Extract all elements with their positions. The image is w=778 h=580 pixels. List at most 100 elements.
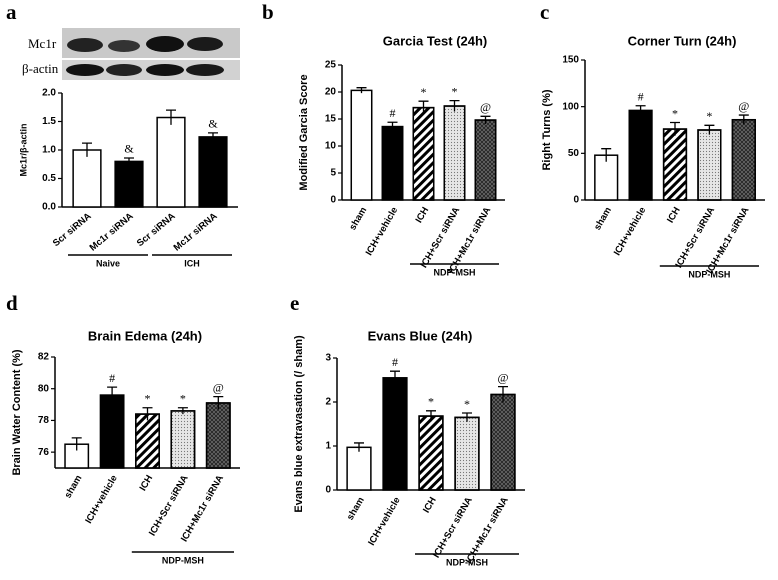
significance-mark: # [638, 89, 644, 103]
blot-label: Mc1r [28, 36, 57, 51]
y-tick-label: 0 [573, 195, 579, 206]
group-label: NDP-MSH [434, 267, 476, 277]
bar [346, 446, 372, 491]
y-tick-label: 78 [38, 415, 50, 426]
y-tick-label: 0.0 [42, 202, 56, 213]
y-tick-label: 100 [562, 101, 579, 112]
x-tick-label: Scr siRNA [135, 211, 178, 249]
panel-letter: b [262, 0, 274, 24]
group-label: Naive [96, 258, 120, 268]
error-bar [418, 100, 429, 115]
bar [594, 154, 619, 201]
bar [628, 109, 653, 201]
significance-mark: # [109, 371, 115, 385]
x-tick-label: ICH+vehicle [366, 495, 403, 547]
bar [382, 377, 408, 491]
error-bar [107, 386, 118, 403]
significance-mark: @ [497, 370, 508, 384]
error-bar [738, 114, 749, 125]
significance-mark: * [421, 85, 427, 99]
x-tick-label: ICH+vehicle [83, 473, 120, 525]
error-bar [635, 105, 646, 116]
bar [198, 136, 228, 208]
x-tick-label: sham [592, 205, 614, 232]
x-tick-label: ICH [665, 205, 683, 225]
x-tick-label: ICH+vehicle [612, 205, 649, 257]
bar-texture [731, 118, 756, 201]
significance-mark: * [706, 109, 712, 123]
error-bar [208, 132, 218, 141]
bar-texture [474, 119, 497, 201]
significance-mark: @ [480, 100, 491, 114]
bar [99, 394, 125, 469]
y-tick-label: 150 [562, 55, 579, 66]
bar-texture [412, 106, 435, 201]
error-bar [124, 157, 134, 165]
error-bar [601, 148, 612, 162]
bar-texture [443, 105, 466, 201]
x-tick-label: ICH [421, 495, 439, 515]
error-bar [390, 370, 400, 385]
error-bar [142, 407, 153, 421]
x-tick-label: sham [347, 205, 369, 232]
significance-mark: * [428, 395, 434, 409]
y-tick-label: 2.0 [42, 88, 56, 99]
bar-texture [454, 416, 480, 491]
y-tick-label: 1 [325, 441, 331, 452]
x-tick-label: ICH+Scr siRNA [431, 495, 475, 560]
group-label: NDP-MSH [446, 557, 488, 567]
error-bar [449, 99, 460, 112]
chart-title: Garcia Test (24h) [383, 33, 488, 48]
y-axis-label: Brain Water Content (%) [11, 349, 23, 475]
y-axis-label: Modified Garcia Score [298, 74, 310, 190]
x-tick-label: ICH+vehicle [364, 205, 401, 257]
x-tick-label: ICH [414, 205, 432, 225]
y-tick-label: 5 [330, 168, 336, 179]
significance-mark: * [452, 84, 458, 98]
chart-title: Corner Turn (24h) [628, 33, 737, 48]
bar [350, 89, 373, 201]
error-bar [177, 407, 188, 415]
significance-mark: @ [213, 380, 224, 394]
error-bar [462, 412, 472, 422]
error-bar [387, 121, 398, 131]
x-tick-label: Mc1r siRNA [88, 211, 136, 254]
error-bar [480, 115, 491, 124]
error-bar [704, 124, 715, 135]
significance-mark: & [124, 142, 134, 156]
significance-mark: # [390, 106, 396, 120]
x-tick-label: Mc1r siRNA [172, 211, 220, 254]
y-tick-label: 50 [568, 148, 580, 159]
blot-label: β-actin [22, 61, 59, 76]
x-tick-label: Scr siRNA [51, 211, 94, 249]
significance-mark: # [392, 355, 398, 369]
y-tick-label: 0 [325, 485, 331, 496]
chart-title: Brain Edema (24h) [88, 328, 202, 343]
error-bar [354, 442, 364, 452]
significance-mark: * [464, 397, 470, 411]
significance-mark: * [145, 391, 151, 405]
y-tick-label: 3 [325, 353, 331, 364]
group-label: NDP-MSH [688, 269, 730, 279]
y-tick-label: 1.0 [42, 145, 56, 156]
error-bar [670, 121, 680, 136]
significance-mark: & [208, 117, 218, 131]
y-tick-label: 10 [325, 141, 337, 152]
bar [114, 160, 144, 208]
error-bar [426, 410, 436, 422]
panel-letter: c [540, 0, 549, 24]
group-label: ICH [184, 258, 200, 268]
error-bar [498, 385, 508, 403]
y-axis-label: Mc1r/β-actin [18, 123, 28, 176]
y-tick-label: 82 [38, 352, 50, 363]
y-tick-label: 25 [325, 60, 337, 71]
bar [156, 116, 186, 208]
panel-letter: a [6, 0, 17, 24]
group-label: NDP-MSH [162, 555, 204, 565]
error-bar [166, 109, 176, 125]
significance-mark: @ [738, 99, 749, 113]
significance-mark: * [672, 106, 678, 120]
panel-letter: d [6, 291, 18, 315]
